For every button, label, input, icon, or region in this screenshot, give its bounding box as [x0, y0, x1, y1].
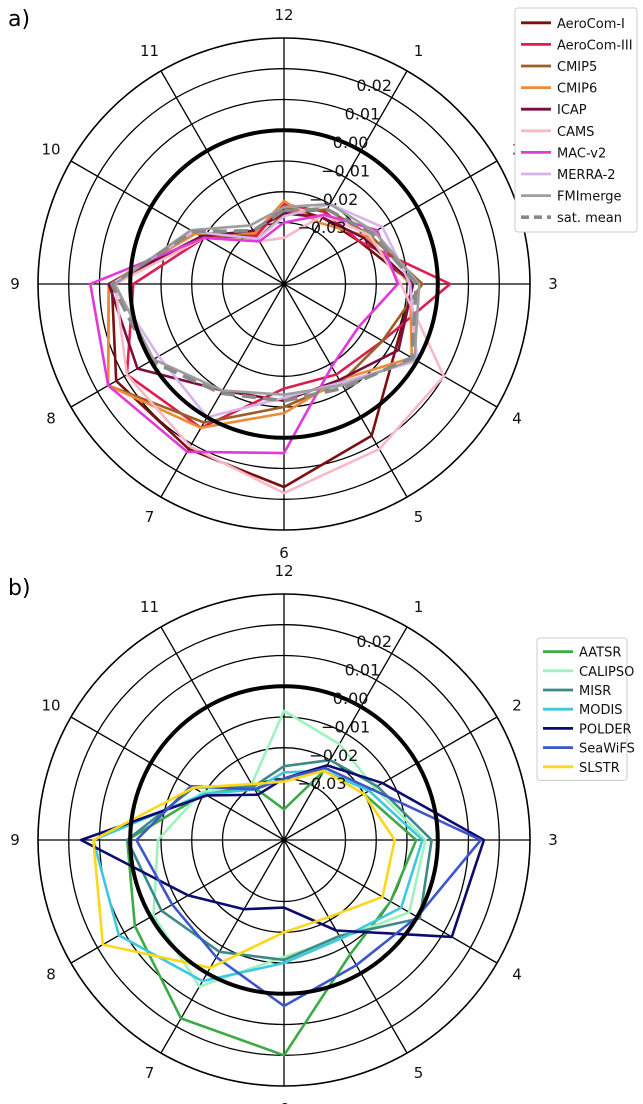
- theta-tick-label: 7: [145, 508, 155, 526]
- legend-entry: ICAP: [557, 103, 587, 118]
- series-line-polder: [79, 764, 486, 939]
- radial-tick-label: −0.01: [321, 717, 370, 736]
- series-line-fmimerge: [113, 202, 421, 397]
- legend-entry: MODIS: [579, 703, 623, 718]
- radial-tick-label: −0.02: [309, 746, 358, 765]
- theta-tick-label: 6: [279, 1100, 289, 1104]
- panel-a: a)−0.03−0.02−0.010.000.010.0212123456789…: [8, 6, 638, 562]
- theta-tick-label: 8: [46, 966, 56, 984]
- radial-tick-label: −0.01: [321, 161, 370, 180]
- legend-box: [536, 637, 628, 781]
- theta-tick-label: 3: [548, 275, 558, 293]
- theta-tick-label: 2: [512, 697, 522, 715]
- series-line-seawifs: [135, 766, 483, 1008]
- series-line-sat-mean: [110, 207, 419, 403]
- legend-entry: SLSTR: [579, 761, 620, 776]
- radial-gridline: [98, 654, 470, 1026]
- radial-tick-label: 0.02: [356, 76, 392, 95]
- theta-tick-label: 1: [414, 598, 424, 616]
- theta-tick-label: 4: [512, 966, 522, 984]
- series-line-mac-v2: [89, 213, 400, 455]
- zero-circle: [128, 684, 440, 996]
- legend-entry: AeroCom-I: [557, 17, 625, 32]
- radial-tick-label: 0.02: [356, 632, 392, 651]
- legend-entry: FMImerge: [557, 190, 622, 205]
- theta-tick-label: 9: [10, 275, 20, 293]
- legend-entry: sat. mean: [557, 211, 622, 226]
- radial-tick-label: −0.03: [298, 218, 347, 237]
- radial-tick-label: 0.00: [333, 133, 369, 152]
- theta-tick-label: 12: [274, 562, 293, 580]
- legend-entry: AeroCom-III: [557, 38, 633, 53]
- radial-gridline: [191, 191, 377, 377]
- legend-entry: SeaWiFS: [579, 742, 635, 757]
- radial-gridline: [68, 68, 500, 500]
- theta-tick-label: 8: [46, 410, 56, 428]
- theta-tick-label: 11: [140, 598, 159, 616]
- legend-entry: CALIPSO: [579, 665, 634, 680]
- legend-entry: POLDER: [579, 722, 632, 737]
- theta-tick-label: 9: [10, 831, 20, 849]
- theta-tick-label: 7: [145, 1064, 155, 1082]
- legend-box: [514, 7, 638, 233]
- theta-tick-label: 4: [512, 410, 522, 428]
- radial-tick-label: 0.01: [345, 661, 381, 680]
- theta-tick-label: 5: [414, 1064, 424, 1082]
- legend-entry: CAMS: [557, 125, 594, 140]
- radial-tick-label: 0.00: [333, 689, 369, 708]
- radial-tick-label: −0.03: [298, 774, 347, 793]
- theta-tick-label: 10: [41, 141, 60, 159]
- legend-entry: CMIP6: [557, 82, 597, 97]
- legend-entry: MERRA-2: [557, 168, 616, 183]
- radial-gridline: [98, 98, 470, 470]
- series-line-slstr: [92, 769, 397, 970]
- theta-tick-label: 6: [279, 544, 289, 562]
- polar-frame: [37, 593, 531, 1087]
- theta-tick-label: 1: [414, 42, 424, 60]
- panel-label: a): [8, 7, 30, 32]
- theta-tick-label: 3: [548, 831, 558, 849]
- series-line-aerocom-i: [110, 205, 415, 489]
- theta-tick-label: 11: [140, 42, 159, 60]
- theta-tick-label: 12: [274, 6, 293, 24]
- theta-tick-label: 5: [414, 508, 424, 526]
- legend-entry: CMIP5: [557, 60, 597, 75]
- theta-tick-label: 10: [41, 697, 60, 715]
- legend-entry: AATSR: [579, 646, 621, 661]
- panel-b: b)−0.03−0.02−0.010.000.010.0212123456789…: [8, 562, 635, 1104]
- legend-entry: MISR: [579, 684, 611, 699]
- zero-circle: [128, 128, 440, 440]
- legend-entry: MAC-v2: [557, 146, 606, 161]
- radial-tick-label: −0.02: [309, 190, 358, 209]
- series-line-modis: [92, 769, 424, 983]
- series-line-calipso: [152, 709, 427, 988]
- panel-label: b): [8, 576, 31, 601]
- series-line-misr: [125, 758, 433, 962]
- polar-frame: [37, 37, 531, 531]
- radial-tick-label: 0.01: [345, 105, 381, 124]
